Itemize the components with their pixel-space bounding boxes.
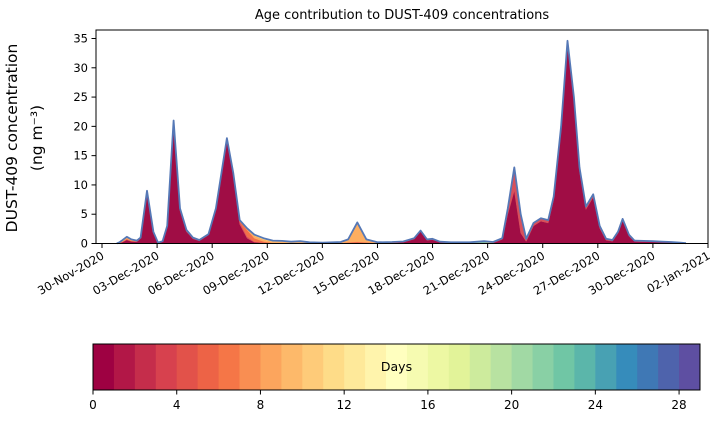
area-age-20-21-days [116,40,687,244]
colorbar-segment [490,344,513,390]
colorbar-segment [197,344,220,390]
colorbar-segment [239,344,261,390]
y-axis-ticks: 0 5 10 15 20 25 30 35 [73,32,96,251]
colorbar-tick-label: 4 [173,398,181,412]
area-age-9-10-days [116,40,687,244]
colorbar-segment [679,344,701,390]
colorbar-tick-label: 16 [420,398,435,412]
colorbar-segment [113,344,136,390]
y-tick-label: 10 [73,178,88,192]
y-axis-label-line1: DUST-409 concentration [3,44,21,233]
colorbar-frame [92,343,701,391]
colorbar-tick-label: 28 [671,398,686,412]
colorbar-segment [176,344,199,390]
area-age-12-13-days [116,40,687,244]
colorbar-segment [93,344,115,390]
axes-frame [95,29,709,244]
colorbar-segment [553,344,575,390]
colorbar-segment [386,344,408,390]
colorbar-segment [511,344,534,390]
colorbar-segment [448,344,471,390]
colorbar-segment [344,344,366,390]
colorbar-segment [637,344,659,390]
area-age-0-1-days [116,44,687,244]
colorbar-tick-label: 8 [257,398,265,412]
colorbar-segment [406,344,429,390]
y-tick-label: 35 [73,32,88,46]
area-age-2-4-days [116,41,687,244]
area-age-6-7-days [116,40,687,244]
colorbar-label: Days [381,359,412,374]
chart-title: Age contribution to DUST-409 concentrati… [255,8,550,23]
y-tick-label: 30 [73,61,88,75]
colorbar-tick-label: 24 [588,398,603,412]
y-tick-label: 25 [73,90,88,104]
stacked-age-areas [116,40,687,244]
colorbar-segment [532,344,554,390]
colorbar-segment [155,344,178,390]
colorbar-tick-label: 12 [337,398,352,412]
x-axis-ticks: 30-Nov-202003-Dec-202006-Dec-202009-Dec-… [35,243,713,298]
y-tick-label: 5 [81,207,88,221]
colorbar-segment [469,344,492,390]
colorbar-segment [281,344,303,390]
colorbar-segment [218,344,241,390]
total-concentration-line [116,39,687,245]
y-tick-label: 15 [73,149,88,163]
colorbar-segment [134,344,157,390]
colorbar: 0 4 8 12 16 20 24 28 [89,343,701,412]
colorbar-segment [260,344,282,390]
colorbar-tick-label: 0 [89,398,97,412]
colorbar-segment [658,344,680,390]
colorbar-segment [365,344,387,390]
colorbar-segment [574,344,596,390]
x-tick-label: 02-Jan-2021 [644,248,712,295]
colorbar-segment [427,344,450,390]
colorbar-segment [323,344,345,390]
y-tick-label: 20 [73,119,88,133]
y-tick-label: 0 [81,237,88,251]
y-axis-label-line2: (ng m⁻³) [28,105,46,171]
colorbar-segment [616,344,638,390]
colorbar-segment [595,344,617,390]
colorbar-segment [302,344,324,390]
colorbar-tick-label: 20 [504,398,519,412]
